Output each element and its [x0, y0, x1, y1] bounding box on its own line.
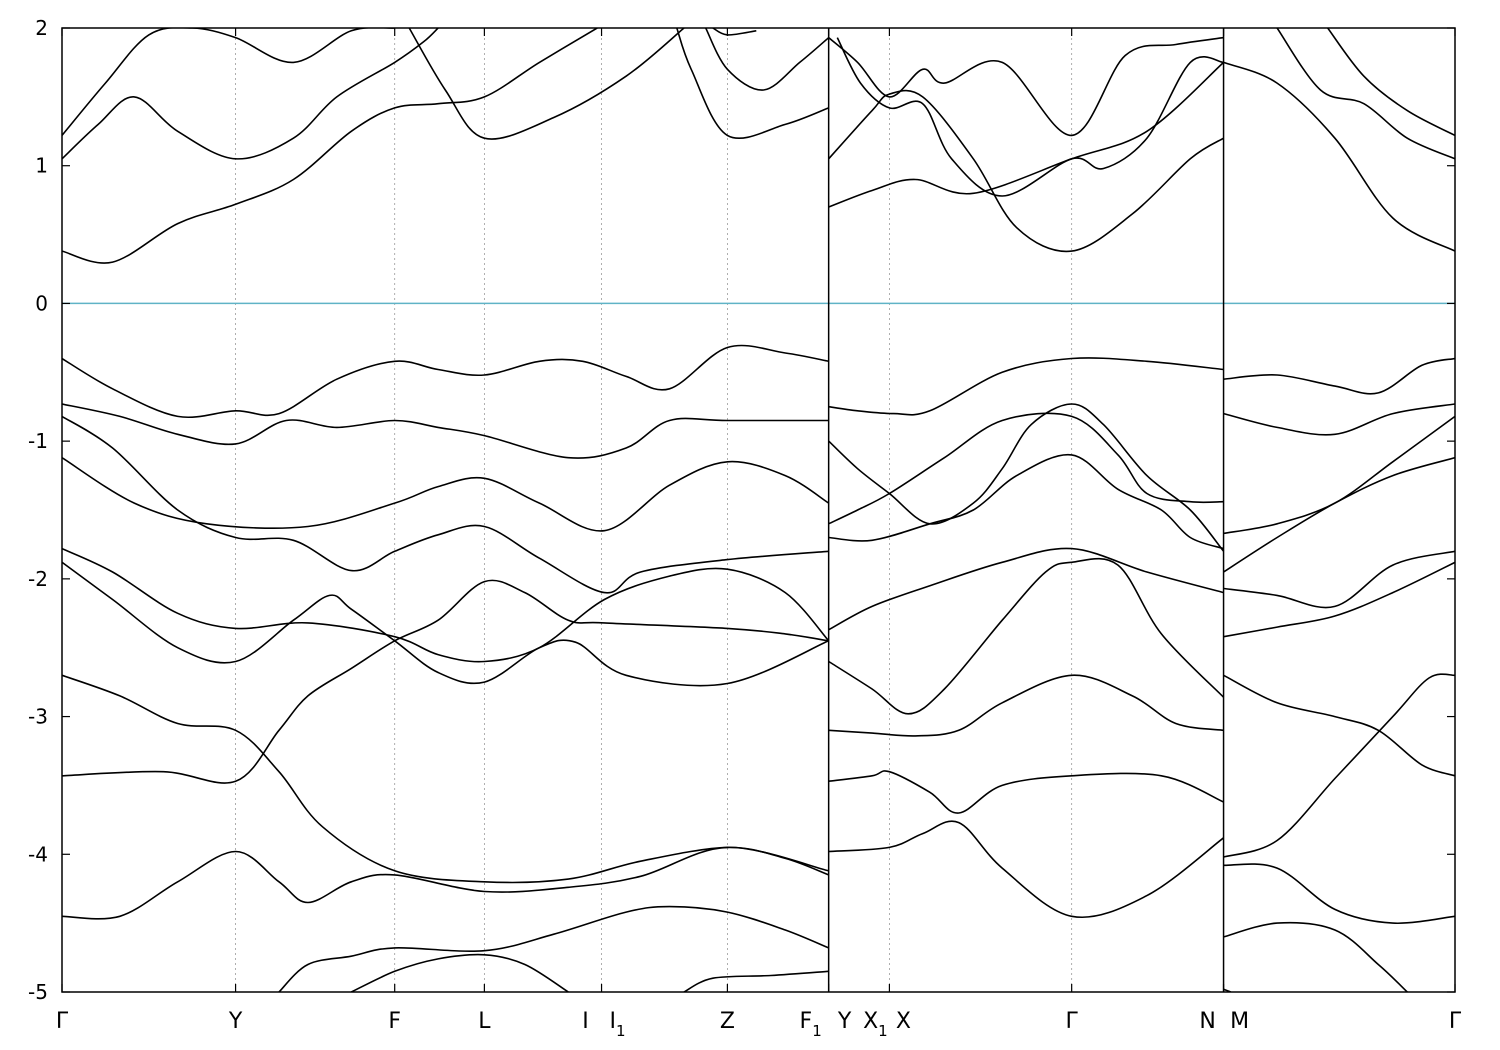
band-line-27 [828, 357, 1224, 416]
x-tick-subscript: 1 [878, 1022, 888, 1040]
band-line-41 [1223, 561, 1455, 638]
x-tick-label: Γ [56, 1009, 69, 1034]
band-line-36 [1223, 357, 1455, 395]
band-line-24 [278, 905, 830, 992]
x-tick-label: I [582, 1009, 589, 1034]
x-tick-label: X [896, 1009, 911, 1034]
x-tick-label: I1 [610, 1009, 626, 1040]
band-line-37 [1223, 403, 1455, 436]
band-line-12 [1223, 61, 1455, 252]
segment-break-lines [827, 28, 1225, 992]
y-tick-label: -1 [28, 429, 48, 453]
band-line-1 [62, 28, 395, 136]
x-tick-subscript: 1 [616, 1022, 626, 1040]
band-line-25 [350, 953, 569, 992]
x-tick-label: F [388, 1009, 401, 1034]
x-axis-ticks: Γ Y F L I I1 Z F1 Y X1 X Γ N M Γ [56, 28, 1462, 1040]
band-line-11 [836, 37, 1224, 197]
x-tick-subscript: 1 [812, 1022, 822, 1040]
band-line-28 [828, 403, 1225, 552]
x-tick-label: Γ [1449, 1009, 1462, 1034]
x-tick-label: Y [228, 1009, 243, 1034]
band-line-19 [62, 547, 830, 663]
band-line-30 [828, 453, 1224, 550]
y-tick-label: 0 [35, 291, 48, 315]
y-tick-label: -5 [28, 980, 48, 1004]
band-line-23 [62, 846, 829, 920]
y-tick-label: 1 [35, 154, 48, 178]
band-line-26 [683, 970, 829, 992]
band-line-8 [828, 36, 1224, 137]
band-line-43 [1223, 673, 1455, 858]
band-line-17 [62, 415, 829, 594]
band-line-34 [828, 770, 1224, 814]
band-line-32 [828, 557, 1225, 715]
y-tick-label: 2 [35, 16, 48, 40]
band-line-33 [828, 674, 1224, 737]
band-line-20 [62, 561, 830, 687]
band-line-6 [704, 28, 830, 91]
x-tick-label: Z [720, 1009, 735, 1034]
x-tick-label: Y [837, 1009, 852, 1034]
band-line-13 [1276, 28, 1455, 160]
band-line-42 [1223, 674, 1455, 777]
y-tick-label: -2 [28, 567, 48, 591]
x-tick-label: F1 [800, 1009, 822, 1040]
band-line-29 [828, 412, 1224, 525]
band-line-31 [828, 547, 1224, 631]
y-tick-label: -4 [28, 842, 48, 866]
x-tick-label: N [1199, 1009, 1215, 1034]
band-line-4 [408, 28, 685, 140]
band-line-10 [828, 61, 1225, 208]
band-line-45 [1223, 921, 1408, 992]
y-tick-label: -3 [28, 705, 48, 729]
x-tick-label: Γ [1066, 1009, 1079, 1034]
band-line-15 [62, 344, 829, 419]
band-line-7 [712, 28, 757, 36]
band-line-5 [676, 28, 829, 140]
x-tick-label: M [1230, 1009, 1249, 1034]
band-line-2 [62, 28, 439, 160]
band-line-44 [1223, 863, 1455, 924]
band-line-21 [62, 674, 829, 884]
band-series-group [62, 28, 1455, 992]
band-line-35 [828, 820, 1225, 918]
band-line-22 [62, 579, 829, 784]
x-tick-label: L [478, 1009, 491, 1034]
band-line-39 [1223, 456, 1455, 573]
y-axis-ticks: 2 1 0 -1 -2 -3 -4 -5 [28, 16, 1455, 1004]
x-tick-label: X1 [863, 1009, 888, 1040]
band-line-40 [1223, 550, 1455, 609]
band-line-14 [1327, 28, 1455, 137]
plot-frame [61, 27, 1456, 993]
band-line-18 [62, 457, 830, 532]
band-line-16 [62, 403, 829, 459]
band-line-3 [62, 28, 598, 264]
band-line-9 [828, 89, 1225, 253]
